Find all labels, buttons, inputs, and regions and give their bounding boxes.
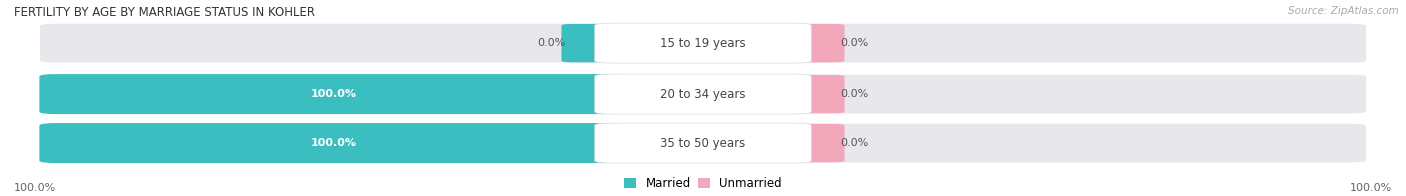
FancyBboxPatch shape xyxy=(39,23,1367,63)
FancyBboxPatch shape xyxy=(595,23,811,63)
Text: 100.0%: 100.0% xyxy=(311,138,357,148)
FancyBboxPatch shape xyxy=(783,24,845,62)
FancyBboxPatch shape xyxy=(595,123,811,163)
FancyBboxPatch shape xyxy=(39,74,628,114)
Text: 0.0%: 0.0% xyxy=(841,138,869,148)
Text: 100.0%: 100.0% xyxy=(311,89,357,99)
Text: 20 to 34 years: 20 to 34 years xyxy=(661,88,745,101)
FancyBboxPatch shape xyxy=(39,74,1367,114)
Text: 100.0%: 100.0% xyxy=(14,183,56,193)
FancyBboxPatch shape xyxy=(783,124,845,162)
FancyBboxPatch shape xyxy=(595,74,811,114)
Text: 0.0%: 0.0% xyxy=(841,89,869,99)
Text: FERTILITY BY AGE BY MARRIAGE STATUS IN KOHLER: FERTILITY BY AGE BY MARRIAGE STATUS IN K… xyxy=(14,6,315,19)
Text: 100.0%: 100.0% xyxy=(1350,183,1392,193)
FancyBboxPatch shape xyxy=(561,24,623,62)
FancyBboxPatch shape xyxy=(39,123,628,163)
Text: 35 to 50 years: 35 to 50 years xyxy=(661,137,745,150)
Legend: Married, Unmarried: Married, Unmarried xyxy=(624,177,782,190)
Text: Source: ZipAtlas.com: Source: ZipAtlas.com xyxy=(1288,6,1399,16)
FancyBboxPatch shape xyxy=(39,123,1367,163)
Text: 15 to 19 years: 15 to 19 years xyxy=(661,37,745,50)
FancyBboxPatch shape xyxy=(783,75,845,113)
Text: 0.0%: 0.0% xyxy=(537,38,565,48)
Text: 0.0%: 0.0% xyxy=(841,38,869,48)
